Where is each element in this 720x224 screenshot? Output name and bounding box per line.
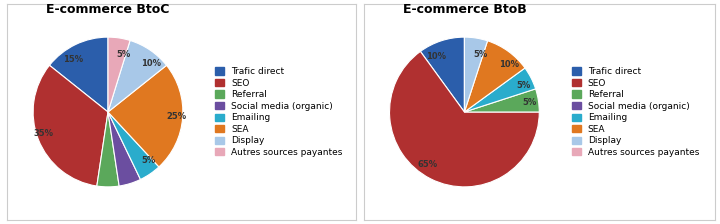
Wedge shape	[50, 37, 108, 112]
Legend: Trafic direct, SEO, Referral, Social media (organic), Emailing, SEA, Display, Au: Trafic direct, SEO, Referral, Social med…	[213, 65, 345, 159]
Wedge shape	[108, 112, 140, 186]
Text: 5%: 5%	[516, 81, 531, 90]
Wedge shape	[464, 89, 539, 112]
Wedge shape	[464, 41, 525, 112]
Text: 10%: 10%	[499, 60, 518, 69]
Text: 10%: 10%	[141, 59, 161, 68]
Text: 65%: 65%	[418, 159, 438, 168]
Title: E-commerce BtoC: E-commerce BtoC	[46, 3, 170, 16]
Text: 35%: 35%	[34, 129, 53, 138]
Text: 5%: 5%	[141, 156, 155, 165]
Wedge shape	[108, 65, 183, 167]
Wedge shape	[390, 52, 539, 187]
Wedge shape	[108, 112, 159, 179]
Text: 25%: 25%	[166, 112, 186, 121]
Wedge shape	[108, 37, 130, 112]
Text: 5%: 5%	[117, 50, 131, 59]
Wedge shape	[108, 41, 166, 112]
Text: 10%: 10%	[426, 52, 446, 61]
Wedge shape	[96, 112, 120, 187]
Legend: Trafic direct, SEO, Referral, Social media (organic), Emailing, SEA, Display, Au: Trafic direct, SEO, Referral, Social med…	[570, 65, 701, 159]
Wedge shape	[33, 65, 108, 186]
Wedge shape	[464, 68, 536, 112]
Title: E-commerce BtoB: E-commerce BtoB	[402, 3, 526, 16]
Text: 5%: 5%	[474, 50, 487, 59]
Text: 15%: 15%	[63, 55, 83, 64]
Text: 5%: 5%	[522, 98, 536, 107]
Wedge shape	[464, 37, 487, 112]
Wedge shape	[420, 37, 464, 112]
